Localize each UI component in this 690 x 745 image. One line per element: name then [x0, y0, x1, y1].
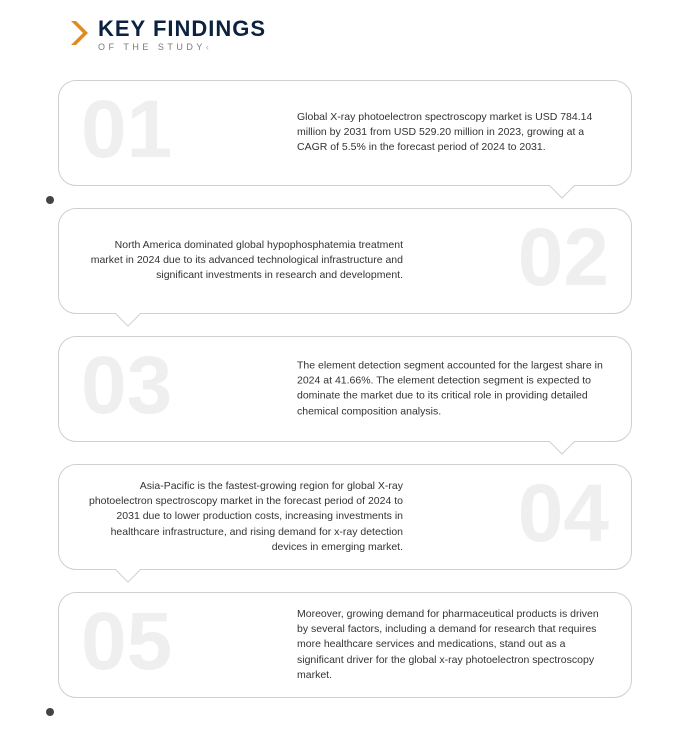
speech-tail-icon: [115, 557, 140, 582]
finding-text: The element detection segment accounted …: [297, 359, 607, 420]
finding-number: 01: [81, 97, 172, 163]
finding-card: 01 Global X-ray photoelectron spectrosco…: [58, 80, 632, 186]
speech-tail-icon: [549, 173, 574, 198]
finding-number: 03: [81, 353, 172, 419]
finding-card: 02 North America dominated global hypoph…: [58, 208, 632, 314]
finding-text: Asia-Pacific is the fastest-growing regi…: [83, 479, 403, 555]
title-sub: OF THE STUDY: [98, 42, 266, 52]
timeline-dot: [46, 708, 54, 716]
finding-number: 02: [518, 225, 609, 291]
finding-text: Moreover, growing demand for pharmaceuti…: [297, 607, 607, 683]
finding-number: 04: [518, 481, 609, 547]
finding-text: Global X-ray photoelectron spectroscopy …: [297, 110, 607, 156]
finding-card: 05 Moreover, growing demand for pharmace…: [58, 592, 632, 698]
timeline-dot: [46, 196, 54, 204]
findings-list: 01 Global X-ray photoelectron spectrosco…: [58, 80, 632, 720]
title-main: KEY FINDINGS: [98, 18, 266, 40]
chevron-icon: [70, 20, 92, 51]
header: KEY FINDINGS OF THE STUDY: [70, 18, 266, 52]
title-block: KEY FINDINGS OF THE STUDY: [98, 18, 266, 52]
speech-tail-icon: [115, 301, 140, 326]
finding-card: 04 Asia-Pacific is the fastest-growing r…: [58, 464, 632, 570]
finding-text: North America dominated global hypophosp…: [83, 238, 403, 284]
finding-number: 05: [81, 609, 172, 675]
speech-tail-icon: [549, 429, 574, 454]
finding-card: 03 The element detection segment account…: [58, 336, 632, 442]
